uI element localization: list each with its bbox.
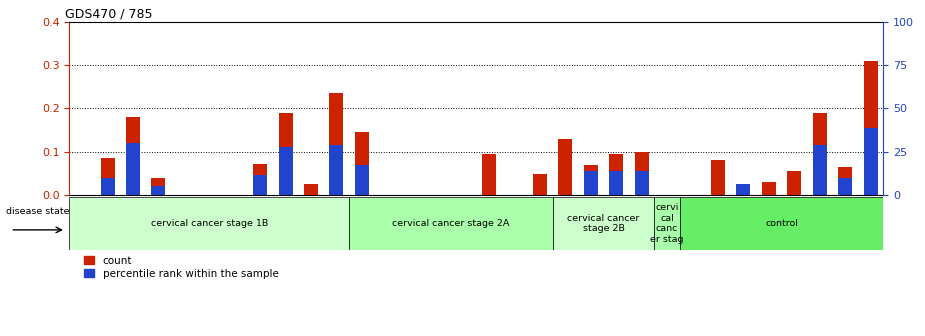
Bar: [350, 197, 553, 250]
Bar: [787, 171, 801, 195]
Bar: [69, 197, 350, 250]
Bar: [762, 182, 776, 195]
Bar: [553, 197, 655, 250]
Text: control: control: [765, 219, 798, 228]
Bar: [126, 143, 140, 195]
Bar: [864, 128, 878, 195]
Bar: [304, 184, 318, 195]
Bar: [355, 132, 369, 195]
Bar: [838, 167, 852, 195]
Text: GDS470 / 785: GDS470 / 785: [66, 8, 153, 21]
Bar: [864, 61, 878, 195]
Text: cervi
cal
canc
er stag: cervi cal canc er stag: [650, 203, 684, 244]
Bar: [680, 197, 883, 250]
Bar: [152, 186, 166, 195]
Bar: [278, 147, 292, 195]
Bar: [355, 165, 369, 195]
Bar: [152, 177, 166, 195]
Bar: [635, 171, 648, 195]
Bar: [253, 164, 267, 195]
Bar: [736, 184, 750, 195]
Legend: count, percentile rank within the sample: count, percentile rank within the sample: [84, 256, 278, 279]
Bar: [838, 177, 852, 195]
Bar: [813, 113, 827, 195]
Bar: [711, 160, 725, 195]
Bar: [253, 175, 267, 195]
Bar: [101, 158, 115, 195]
Bar: [278, 113, 292, 195]
Bar: [584, 165, 598, 195]
Text: cervical cancer stage 2A: cervical cancer stage 2A: [392, 219, 510, 228]
Bar: [101, 177, 115, 195]
Text: cervical cancer
stage 2B: cervical cancer stage 2B: [567, 214, 640, 233]
Bar: [329, 93, 343, 195]
Bar: [610, 171, 623, 195]
Bar: [584, 171, 598, 195]
Bar: [655, 197, 680, 250]
Bar: [126, 117, 140, 195]
Bar: [610, 154, 623, 195]
Bar: [533, 174, 547, 195]
Bar: [559, 139, 573, 195]
Bar: [329, 145, 343, 195]
Bar: [635, 152, 648, 195]
Text: cervical cancer stage 1B: cervical cancer stage 1B: [151, 219, 268, 228]
Bar: [813, 145, 827, 195]
Bar: [482, 154, 496, 195]
Text: disease state: disease state: [6, 207, 70, 216]
